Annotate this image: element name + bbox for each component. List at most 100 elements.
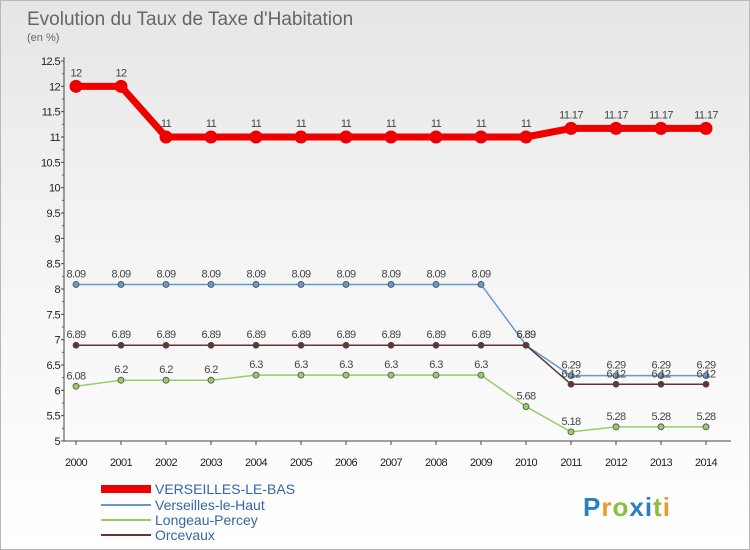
data-label-3: 6.89 bbox=[426, 329, 445, 341]
data-point-2 bbox=[207, 376, 215, 384]
x-tick-label: 2003 bbox=[200, 457, 223, 469]
data-point-1 bbox=[72, 281, 80, 288]
data-label-3: 6.89 bbox=[111, 329, 130, 341]
data-label-2: 6.3 bbox=[384, 359, 398, 371]
data-label-3: 6.12 bbox=[561, 368, 580, 380]
data-point-1 bbox=[207, 281, 215, 288]
data-label-2: 6.3 bbox=[474, 359, 488, 371]
y-tick-label: 5 bbox=[54, 436, 60, 448]
data-point-2 bbox=[117, 376, 125, 384]
data-point-3 bbox=[612, 380, 620, 388]
data-label-0: 12 bbox=[115, 67, 127, 79]
legend-label-0: VERSEILLES-LE-BAS bbox=[155, 481, 295, 497]
data-point-1 bbox=[117, 281, 125, 288]
legend-label-2: Longeau-Percey bbox=[155, 512, 258, 528]
data-label-0: 11.17 bbox=[694, 109, 718, 121]
data-point-2 bbox=[432, 371, 440, 379]
data-label-2: 5.28 bbox=[606, 411, 625, 423]
data-point-3 bbox=[72, 341, 80, 349]
y-tick-label: 10 bbox=[49, 183, 61, 195]
data-point-2 bbox=[162, 376, 170, 384]
data-point-3 bbox=[117, 341, 125, 349]
data-label-1: 8.09 bbox=[426, 268, 445, 280]
data-point-1 bbox=[297, 281, 305, 288]
data-label-1: 8.09 bbox=[111, 268, 130, 280]
x-tick-label: 2012 bbox=[605, 457, 628, 469]
data-point-3 bbox=[702, 380, 710, 388]
y-tick-label: 12 bbox=[49, 81, 61, 93]
data-point-0 bbox=[429, 130, 443, 144]
data-label-3: 6.89 bbox=[291, 329, 310, 341]
x-tick-label: 2008 bbox=[425, 457, 448, 469]
y-tick-label: 9.5 bbox=[47, 208, 61, 220]
data-label-0: 11 bbox=[296, 118, 307, 130]
data-point-0 bbox=[69, 79, 83, 93]
data-point-2 bbox=[387, 371, 395, 379]
data-label-1: 8.09 bbox=[156, 268, 175, 280]
data-point-3 bbox=[297, 341, 305, 349]
y-tick-label: 11 bbox=[50, 132, 61, 144]
x-tick-label: 2007 bbox=[380, 457, 403, 469]
x-tick-label: 2013 bbox=[650, 457, 673, 469]
data-point-0 bbox=[159, 130, 173, 144]
data-label-0: 11.17 bbox=[559, 109, 583, 121]
data-label-3: 6.89 bbox=[336, 329, 355, 341]
data-label-1: 6.29 bbox=[651, 360, 670, 372]
x-tick-label: 2001 bbox=[110, 457, 133, 469]
y-tick-label: 6 bbox=[54, 385, 60, 397]
data-point-0 bbox=[609, 121, 623, 135]
data-point-2 bbox=[567, 428, 575, 436]
x-tick-label: 2006 bbox=[335, 457, 358, 469]
data-label-1: 6.29 bbox=[696, 360, 715, 372]
data-label-2: 5.28 bbox=[696, 411, 715, 423]
y-tick-label: 10.5 bbox=[41, 157, 60, 169]
data-point-0 bbox=[519, 130, 533, 144]
data-label-3: 6.89 bbox=[201, 329, 220, 341]
y-tick-label: 8 bbox=[54, 284, 60, 296]
data-point-3 bbox=[567, 380, 575, 388]
data-label-3: 6.12 bbox=[606, 368, 625, 380]
y-tick-label: 9 bbox=[54, 233, 60, 245]
data-point-1 bbox=[342, 281, 350, 288]
data-point-1 bbox=[432, 281, 440, 288]
y-tick-label: 11.5 bbox=[42, 107, 61, 119]
data-label-2: 5.18 bbox=[561, 416, 580, 428]
data-label-2: 6.3 bbox=[249, 359, 263, 371]
data-label-3: 6.12 bbox=[651, 368, 670, 380]
logo-letter: x bbox=[629, 492, 644, 522]
chart-subtitle: (en %) bbox=[27, 32, 59, 44]
data-label-1: 8.09 bbox=[66, 268, 85, 280]
y-tick-label: 5.5 bbox=[47, 411, 61, 423]
data-label-0: 11 bbox=[521, 118, 532, 130]
data-point-2 bbox=[477, 371, 485, 379]
data-point-0 bbox=[204, 130, 218, 144]
data-label-1: 8.09 bbox=[201, 268, 220, 280]
legend-label-3: Orcevaux bbox=[155, 527, 215, 543]
data-point-0 bbox=[339, 130, 353, 144]
data-label-1: 6.29 bbox=[561, 360, 580, 372]
data-label-1: 8.09 bbox=[246, 268, 265, 280]
data-label-1: 8.09 bbox=[381, 268, 400, 280]
data-label-2: 6.3 bbox=[339, 359, 353, 371]
data-point-3 bbox=[477, 341, 485, 349]
data-label-3: 6.89 bbox=[381, 329, 400, 341]
data-label-1: 8.09 bbox=[471, 268, 490, 280]
data-point-0 bbox=[654, 121, 668, 135]
y-tick-label: 7.5 bbox=[47, 309, 61, 321]
data-point-2 bbox=[297, 371, 305, 379]
logo-letter: P bbox=[583, 492, 601, 522]
y-tick-label: 6.5 bbox=[47, 360, 61, 372]
data-point-0 bbox=[384, 130, 398, 144]
data-point-1 bbox=[567, 372, 575, 380]
logo-letter: r bbox=[601, 492, 612, 522]
data-point-3 bbox=[657, 380, 665, 388]
data-label-2: 6.2 bbox=[159, 364, 173, 376]
data-label-0: 11 bbox=[161, 118, 172, 130]
data-label-3: 6.89 bbox=[156, 329, 175, 341]
data-point-2 bbox=[657, 423, 665, 431]
data-point-3 bbox=[162, 341, 170, 349]
data-point-2 bbox=[252, 371, 260, 379]
data-label-0: 11 bbox=[341, 118, 352, 130]
data-point-3 bbox=[522, 341, 530, 349]
